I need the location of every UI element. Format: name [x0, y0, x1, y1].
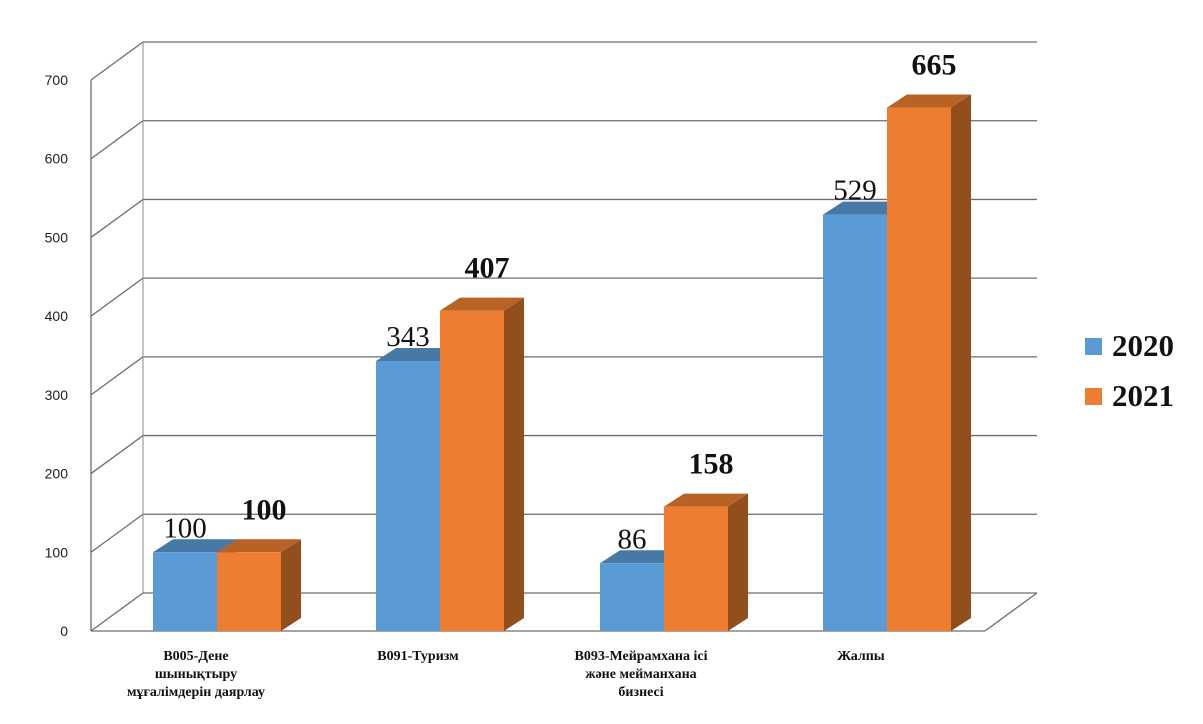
bar-2021-3-side	[951, 94, 971, 632]
legend-swatch-2021	[1085, 387, 1102, 405]
bar-2021-3-top	[887, 94, 971, 108]
legend: 2020 2021	[1085, 321, 1174, 421]
grid-line-side	[90, 592, 144, 632]
grid-line-side	[90, 435, 144, 475]
bar-2021-1-top	[440, 297, 524, 311]
data-label-2021-2: 158	[689, 448, 734, 481]
grid-line-side	[90, 41, 144, 81]
grid-line-side	[90, 120, 144, 160]
bar-2020-3	[823, 214, 887, 631]
y-tick-label: 500	[45, 229, 69, 245]
grid-line-side	[90, 513, 144, 553]
bar-2020-2-top	[600, 550, 684, 564]
bar-2021-2-top	[664, 493, 748, 507]
data-label-2020-0: 100	[163, 512, 207, 544]
y-tick-label: 600	[45, 151, 69, 167]
y-tick-label: 400	[45, 308, 69, 324]
y-tick-label: 0	[60, 623, 68, 639]
data-label-2021-3: 665	[912, 49, 957, 82]
bar-2021-3	[887, 107, 951, 632]
bar-2021-0	[217, 552, 281, 631]
y-tick-label: 700	[45, 72, 69, 88]
grid-line-side	[90, 356, 144, 396]
data-label-2020-1: 343	[386, 321, 430, 353]
bar-2020-1	[376, 361, 440, 631]
bar-2021-2	[664, 506, 728, 631]
category-label-b091: B091-Туризм	[377, 649, 459, 664]
bar-2021-0-top	[217, 539, 301, 553]
y-tick-label: 300	[45, 387, 69, 403]
bar-2021-1	[440, 310, 504, 631]
legend-swatch-2020	[1085, 337, 1102, 355]
bar-2020-1-top	[376, 348, 460, 362]
grid-line-side	[90, 198, 144, 238]
category-label-b005: B005-Дене шынықтыру мұғалімдерін даярлау	[126, 649, 266, 700]
data-label-2020-2: 86	[618, 523, 647, 555]
data-label-2021-0: 100	[242, 493, 287, 526]
floor-right-edge	[984, 592, 1038, 632]
bar-2020-3-top	[823, 201, 907, 215]
data-label-2021-1: 407	[465, 252, 510, 285]
bar-2020-2	[600, 563, 664, 631]
category-label-b093: B093-Мейрамхана ісі және мейманхана бизнес…	[574, 649, 708, 700]
grid-line-side	[90, 277, 144, 317]
data-label-2020-3: 529	[833, 175, 877, 207]
bar-2020-0	[153, 552, 217, 631]
y-tick-label: 100	[45, 544, 69, 560]
legend-label-2020: 2020	[1112, 328, 1174, 363]
bar-2021-0-side	[281, 539, 301, 631]
legend-label-2021: 2021	[1112, 378, 1174, 413]
bar-2021-2-side	[728, 493, 748, 631]
bar-2021-1-side	[504, 297, 524, 631]
legend-item-2020: 2020	[1085, 321, 1174, 371]
category-label-total: Жалпы	[837, 649, 885, 664]
y-tick-label: 200	[45, 466, 69, 482]
legend-item-2021: 2021	[1085, 371, 1174, 421]
bar-2020-0-top	[153, 539, 237, 553]
